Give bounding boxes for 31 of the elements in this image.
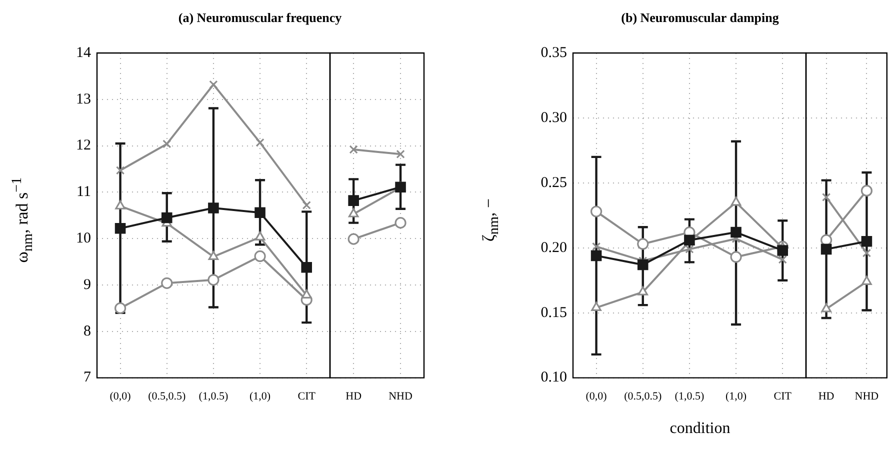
x-tick-label: (1,0.5) [198, 390, 228, 402]
x-tick-label: (1,0) [725, 390, 747, 402]
chart-title: (a) Neuromuscular frequency [178, 10, 342, 26]
x-tick-label: CIT [774, 390, 792, 402]
y-tick-label: 11 [76, 184, 91, 200]
x-tick-label: (0.5,0.5) [624, 390, 662, 402]
x-tick-label: CIT [298, 390, 316, 402]
y-tick-label: 9 [84, 276, 91, 293]
y-tick-label: 0.10 [540, 370, 567, 386]
y-tick-label: 0.35 [540, 44, 567, 61]
y-tick-label: 0.20 [540, 240, 567, 256]
y-tick-label: 7 [84, 370, 92, 386]
chart-title: (b) Neuromuscular damping [621, 10, 779, 26]
y-tick-label: 0.30 [540, 110, 567, 126]
y-tick-label: 0.15 [540, 304, 567, 321]
y-tick-label: 14 [76, 44, 92, 61]
x-tick-label: (0,0) [110, 390, 132, 402]
x-tick-label: (0,0) [586, 390, 608, 402]
y-tick-label: 12 [76, 138, 91, 154]
x-tick-label: (1,0) [249, 390, 271, 402]
x-tick-label: (0.5,0.5) [148, 390, 186, 402]
x-tick-label: NHD [388, 390, 412, 402]
x-tick-label: (1,0.5) [674, 390, 704, 402]
y-tick-label: 0.25 [540, 174, 567, 191]
y-tick-label: 10 [76, 230, 91, 247]
x-axis-title: condition [670, 420, 730, 438]
y-tick-label: 13 [76, 91, 91, 108]
x-tick-label: HD [818, 390, 834, 402]
y-tick-label: 8 [84, 323, 91, 340]
x-tick-label: HD [346, 390, 362, 402]
x-tick-label: NHD [854, 390, 879, 402]
